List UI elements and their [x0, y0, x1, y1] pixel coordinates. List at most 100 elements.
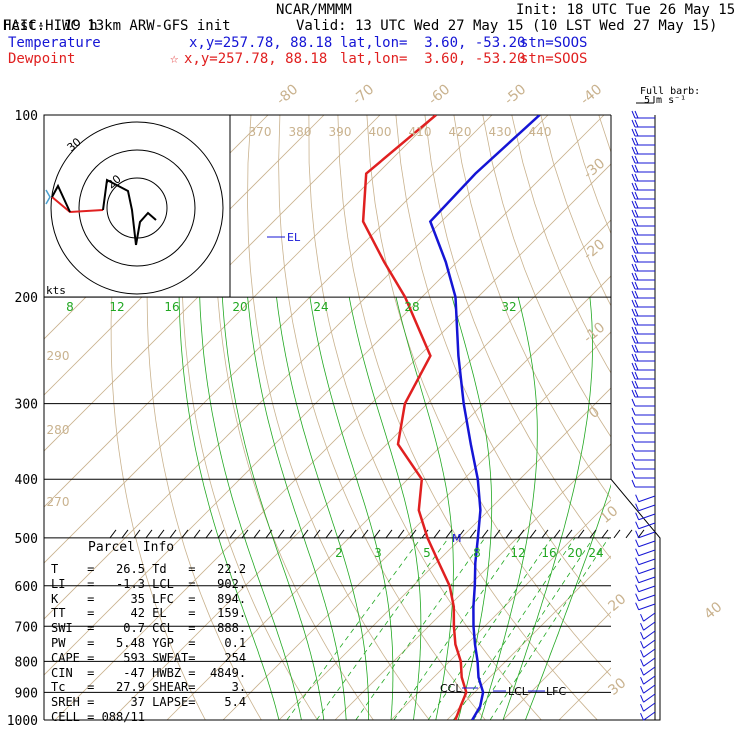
m-annotation: M: [452, 532, 462, 545]
wind-barb: [643, 621, 656, 631]
wind-barb-flag: [635, 539, 640, 547]
wind-barb-flag: [631, 155, 636, 164]
theta-label: 370: [249, 125, 272, 139]
freezing-hatch: [241, 529, 249, 539]
parcel-info-row: Tc = 27.9 SHEAR= 3.: [51, 680, 247, 695]
dry-adiabat: [366, 115, 611, 677]
plot-frame: [44, 115, 661, 721]
wind-barb-flag: [634, 362, 639, 371]
freezing-hatch: [217, 529, 225, 539]
mixing-ratio-label: 20: [567, 546, 582, 560]
fcst-label: Fcst:: [3, 18, 46, 34]
wind-barb: [643, 630, 656, 640]
mixing-ratio-line: [286, 537, 422, 720]
wind-barb-flag: [631, 218, 636, 227]
mixing-ratio-label: 16: [541, 546, 556, 560]
freezing-hatch: [385, 529, 393, 539]
wind-barb-flag: [635, 548, 640, 556]
isotherm-label: 40: [701, 599, 725, 623]
hodograph-trace-top: [135, 211, 157, 246]
wind-barb-flag: [640, 676, 644, 685]
freezing-hatch: [181, 529, 189, 539]
wind-barb: [638, 603, 656, 611]
isotherm-line: [54, 163, 611, 720]
parcel-info-row: PW = 5.48 YGP = 0.1: [51, 635, 247, 650]
freezing-hatch: [457, 529, 465, 539]
pressure-tick-label: 1000: [7, 714, 38, 729]
freezing-hatch: [541, 529, 549, 539]
dry-adiabat: [715, 115, 740, 720]
freezing-hatch: [445, 529, 453, 539]
wind-barb-flag: [631, 119, 636, 128]
wind-barb-flag: [634, 326, 639, 335]
wind-barb-flag: [631, 299, 636, 308]
hodograph-trace-mid: [102, 178, 137, 246]
wind-barb-flag: [634, 146, 639, 155]
moist-adiabat: [502, 297, 593, 720]
freezing-hatch: [601, 529, 609, 539]
legend-dewpoint-latlon: lat,lon= 3.60, -53.20: [340, 51, 526, 67]
wind-barb-flag: [631, 335, 636, 344]
wind-barb-flag: [634, 263, 639, 272]
lfc-annotation: LFC: [546, 685, 566, 698]
wind-barb-flag: [631, 317, 636, 326]
wind-barb-flag: [634, 155, 639, 164]
freezing-hatch: [481, 529, 489, 539]
wind-barb-flag: [631, 281, 636, 290]
isotherm-line: [44, 115, 437, 508]
freezing-hatch: [289, 529, 297, 539]
freezing-hatch: [589, 529, 597, 539]
theta-label: 380: [289, 125, 312, 139]
wind-barb-flag: [640, 685, 644, 694]
wind-barb-flag: [634, 380, 639, 389]
mixing-ratio-line: [473, 537, 594, 720]
wind-barb-flag: [631, 227, 636, 236]
freezing-hatch: [613, 529, 621, 539]
wind-barb-flag: [631, 137, 636, 146]
freezing-hatch: [493, 529, 501, 539]
wind-barb-flag: [635, 503, 640, 511]
pressure-tick-label: 200: [15, 291, 38, 306]
dry-adiabat: [424, 115, 611, 560]
wind-barb-flag: [634, 218, 639, 227]
wind-barb-flag: [631, 470, 636, 479]
wind-barb-flag: [634, 344, 639, 353]
wind-barb: [643, 657, 656, 667]
wind-barb: [638, 576, 656, 584]
wind-barb-flag: [634, 119, 639, 128]
el-annotation: EL: [287, 231, 301, 244]
pressure-tick-label: 100: [15, 109, 38, 124]
legend-temperature-xy: x,y=257.78, 88.18: [189, 35, 333, 51]
parcel-info-row: CAPE = 593 SWEAT= 254: [51, 650, 247, 665]
wind-barb: [638, 540, 656, 548]
hodograph-ring: [78, 149, 196, 267]
barb-legend-units: 5 m s⁻¹: [644, 95, 687, 106]
pressure-tick-label: 500: [15, 532, 38, 547]
dry-adiabat: [395, 115, 611, 619]
theta-label: 400: [369, 125, 392, 139]
wind-barb-flag: [635, 602, 640, 610]
wind-barb: [643, 666, 656, 676]
freezing-hatch: [553, 529, 561, 539]
wind-barb-flag: [631, 191, 636, 200]
wind-barb-flag: [634, 317, 639, 326]
wind-barb-flag: [634, 137, 639, 146]
wind-barb: [643, 612, 656, 622]
isotherm-line: [44, 115, 549, 620]
mixing-ratio-label: 24: [313, 300, 328, 314]
freezing-hatch: [253, 529, 261, 539]
wind-barb-flag: [631, 353, 636, 362]
isotherm-label: 20: [605, 591, 629, 615]
hodograph-ring: [50, 121, 224, 295]
wind-barb-flag: [634, 281, 639, 290]
freezing-hatch: [337, 529, 345, 539]
freezing-hatch: [301, 529, 309, 539]
valid-time: Valid: 13 UTC Wed 27 May 15 (10 LST Wed …: [296, 18, 718, 34]
wind-barb: [638, 558, 656, 566]
isotherm-label: -40: [578, 81, 606, 108]
freezing-hatch: [133, 529, 141, 539]
mixing-ratio-label: 32: [501, 300, 516, 314]
